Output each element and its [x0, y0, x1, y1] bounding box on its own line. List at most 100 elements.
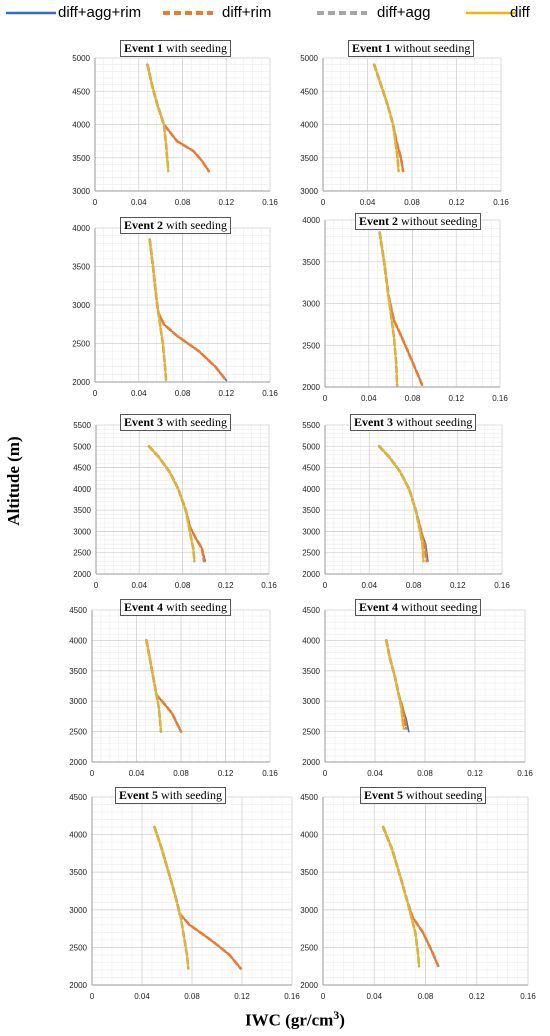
- x-tick-label: 0.04: [134, 992, 150, 1001]
- x-tick-label: 0.08: [175, 198, 191, 207]
- y-tick-label: 2500: [300, 943, 318, 952]
- x-tick-label: 0.12: [448, 394, 464, 403]
- x-tick-label: 0.08: [175, 581, 191, 590]
- x-tick-label: 0.08: [173, 769, 189, 778]
- series-line-diff: [385, 639, 405, 730]
- y-tick-label: 3500: [300, 868, 318, 877]
- panel-title: Event 2 with seeding: [120, 217, 231, 234]
- x-axis-label-text: IWC (gr/cm: [245, 1010, 334, 1030]
- series-line-diff-agg: [381, 825, 421, 968]
- x-tick-label: 0.12: [467, 769, 483, 778]
- y-tick-label: 2500: [302, 728, 320, 737]
- panel-title-condition: without seeding: [398, 600, 478, 614]
- y-tick-label: 4000: [69, 831, 87, 840]
- y-tick-label: 4000: [72, 121, 90, 130]
- panel-title-event: Event 1: [352, 41, 391, 55]
- y-tick-label: 3500: [300, 154, 318, 163]
- panel-title-condition: without seeding: [391, 41, 471, 55]
- panel-title-condition: without seeding: [403, 788, 483, 802]
- x-tick-label: 0.16: [262, 389, 278, 398]
- x-tick-label: 0.08: [404, 198, 420, 207]
- y-tick-label: 3000: [72, 301, 90, 310]
- y-tick-label: 2000: [302, 570, 320, 579]
- legend-label: diff+rim: [222, 4, 272, 21]
- panel-title-condition: with seeding: [158, 788, 222, 802]
- y-tick-label: 3000: [73, 527, 91, 536]
- y-tick-label: 2000: [72, 378, 90, 387]
- panel-title-condition: with seeding: [163, 41, 227, 55]
- panel-title-event: Event 5: [364, 788, 403, 802]
- y-tick-label: 3000: [69, 906, 87, 915]
- legend-swatch: [163, 11, 213, 15]
- panel-title: Event 1 with seeding: [120, 40, 231, 57]
- x-tick-label: 0.08: [405, 394, 421, 403]
- y-tick-label: 3000: [302, 300, 320, 309]
- y-tick-label: 2000: [73, 570, 91, 579]
- y-tick-label: 5500: [73, 421, 91, 430]
- panel-title: Event 3 without seeding: [350, 414, 477, 431]
- y-tick-label: 5000: [300, 54, 318, 63]
- y-tick-label: 3500: [72, 154, 90, 163]
- y-tick-label: 2500: [302, 549, 320, 558]
- y-tick-label: 4000: [300, 121, 318, 130]
- legend-swatch: [466, 11, 516, 15]
- series-line-diff: [148, 238, 167, 382]
- panel-title: Event 3 with seeding: [120, 414, 231, 431]
- x-tick-label: 0: [323, 394, 328, 403]
- x-tick-label: 0.16: [262, 198, 278, 207]
- panel-title-event: Event 1: [124, 41, 163, 55]
- legend-label: diff+agg: [377, 4, 431, 21]
- y-tick-label: 2000: [300, 981, 318, 990]
- x-tick-label: 0.16: [284, 992, 300, 1001]
- x-tick-label: 0.16: [262, 769, 278, 778]
- x-tick-label: 0.16: [494, 581, 510, 590]
- x-tick-label: 0.04: [367, 769, 383, 778]
- x-tick-label: 0: [93, 389, 98, 398]
- x-tick-label: 0: [323, 581, 328, 590]
- y-tick-label: 3000: [72, 187, 90, 196]
- legend-swatch: [317, 11, 367, 15]
- y-tick-label: 5000: [302, 442, 320, 451]
- y-tick-label: 4500: [72, 87, 90, 96]
- y-tick-label: 2500: [302, 341, 320, 350]
- panel-title: Event 5 with seeding: [115, 787, 226, 804]
- y-tick-label: 4000: [302, 636, 320, 645]
- legend-label: diff+agg+rim: [58, 4, 142, 21]
- y-tick-label: 3000: [300, 187, 318, 196]
- y-tick-label: 3500: [69, 667, 87, 676]
- x-tick-label: 0.16: [493, 198, 509, 207]
- y-tick-label: 3500: [302, 667, 320, 676]
- y-tick-label: 5000: [73, 442, 91, 451]
- x-tick-label: 0.08: [406, 581, 422, 590]
- panel-title-event: Event 2: [124, 218, 163, 232]
- series-line-diff: [153, 826, 190, 970]
- y-tick-label: 4000: [69, 636, 87, 645]
- y-tick-label: 3000: [302, 527, 320, 536]
- y-tick-label: 4500: [69, 606, 87, 615]
- y-tick-label: 4000: [300, 831, 318, 840]
- series-line-diff: [382, 826, 420, 968]
- y-tick-label: 2000: [302, 383, 320, 392]
- y-tick-label: 4500: [302, 606, 320, 615]
- x-tick-label: 0.16: [517, 769, 533, 778]
- x-tick-label: 0.16: [261, 581, 277, 590]
- y-tick-label: 4500: [300, 793, 318, 802]
- panel-title: Event 4 with seeding: [120, 599, 231, 616]
- x-axis-label-close: ): [339, 1010, 345, 1030]
- x-tick-label: 0.04: [129, 769, 145, 778]
- x-tick-label: 0.04: [361, 394, 377, 403]
- panel-title-condition: with seeding: [163, 218, 227, 232]
- y-tick-label: 4500: [302, 464, 320, 473]
- y-tick-label: 3000: [302, 697, 320, 706]
- series-line-diff: [145, 639, 162, 733]
- x-tick-label: 0: [323, 769, 328, 778]
- y-tick-label: 2000: [69, 758, 87, 767]
- x-tick-label: 0.04: [131, 389, 147, 398]
- x-tick-label: 0: [321, 198, 326, 207]
